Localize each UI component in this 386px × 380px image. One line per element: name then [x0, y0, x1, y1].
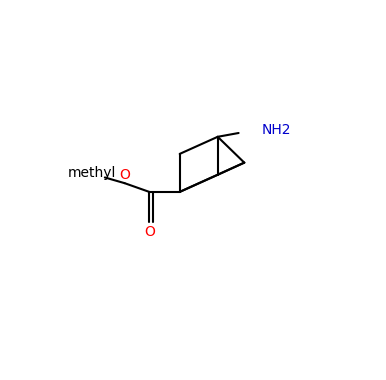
Text: O: O	[119, 168, 130, 182]
Text: O: O	[144, 225, 155, 239]
Text: methyl: methyl	[68, 166, 117, 180]
Text: NH2: NH2	[261, 123, 291, 137]
